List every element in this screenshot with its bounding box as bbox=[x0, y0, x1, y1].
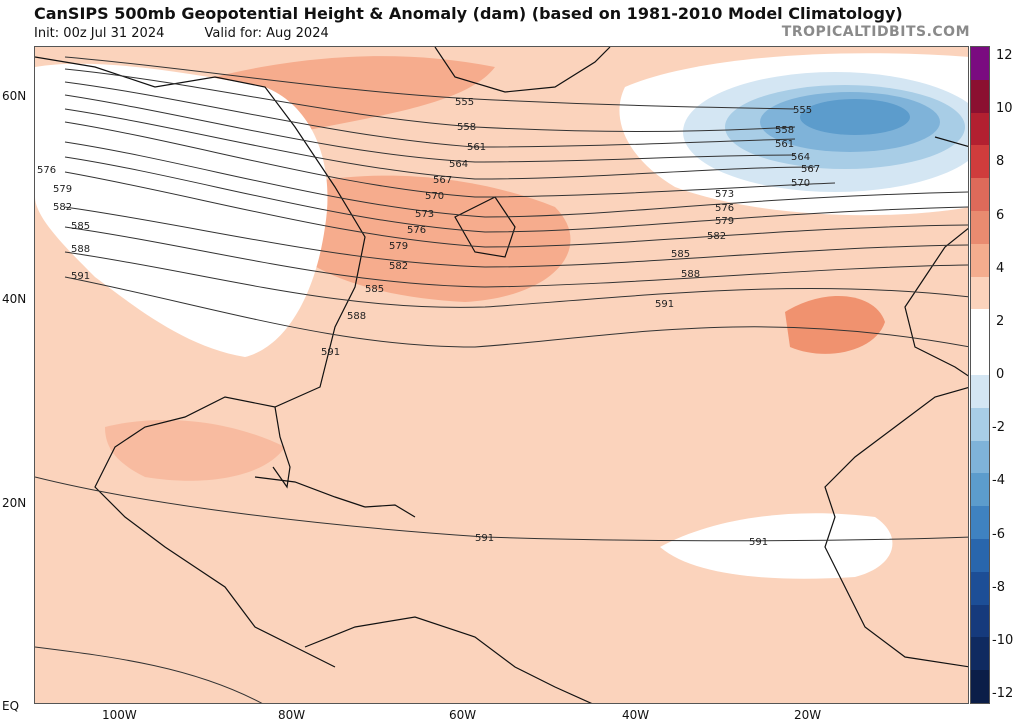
contour-label-588-west: 588 bbox=[71, 244, 90, 255]
colorbar-swatch bbox=[971, 604, 989, 638]
colorbar-swatch bbox=[971, 210, 989, 244]
colorbar-swatch bbox=[971, 178, 989, 211]
colorbar-tick-label: 12 bbox=[996, 48, 1013, 63]
coast-europe bbox=[904, 136, 968, 377]
colorbar-tick-label: 6 bbox=[996, 207, 1005, 223]
contour-label-576-west: 576 bbox=[37, 165, 56, 176]
lon-label-60w: 60W bbox=[449, 708, 477, 722]
colorbar-tick-label: 0 bbox=[996, 367, 1005, 382]
contour-label-576-east: 576 bbox=[715, 203, 734, 214]
contour-label-591-southeast: 591 bbox=[749, 537, 768, 548]
anomaly-neutral-east-atlantic bbox=[660, 513, 893, 579]
contour-label-582-west: 582 bbox=[53, 202, 72, 213]
anomaly-negative-4 bbox=[800, 99, 910, 135]
coast-south-america bbox=[304, 616, 593, 703]
contour-label-555-east: 555 bbox=[793, 105, 812, 116]
lat-label-60n: 60N bbox=[2, 89, 27, 103]
colorbar-swatch bbox=[971, 407, 989, 441]
contour-label-582-east: 582 bbox=[707, 231, 726, 242]
contour-label-573: 573 bbox=[415, 209, 434, 220]
map-panel: 555 555 558 558 561 561 564 564 567 567 … bbox=[34, 46, 969, 704]
colorbar-tick-label: -12 bbox=[992, 686, 1014, 701]
contour-label-582: 582 bbox=[389, 261, 408, 272]
contour-label-585: 585 bbox=[365, 284, 384, 295]
contour-label-567-east: 567 bbox=[801, 164, 820, 175]
contour-labels: 555 555 558 558 561 561 564 564 567 567 … bbox=[37, 97, 820, 548]
colorbar-swatch bbox=[971, 145, 989, 179]
coast-cuba bbox=[254, 476, 366, 508]
colorbar-swatch bbox=[971, 243, 989, 277]
contour-label-558: 558 bbox=[457, 122, 476, 133]
contour-label-573-east: 573 bbox=[715, 189, 734, 200]
colorbar-swatch bbox=[971, 79, 989, 113]
chart-subtitle: Init: 00z Jul 31 2024 Valid for: Aug 202… bbox=[34, 26, 365, 41]
colorbar-tick-label: 10 bbox=[996, 101, 1013, 117]
contour-label-579: 579 bbox=[389, 241, 408, 252]
colorbar-tick-label: -4 bbox=[992, 473, 1005, 489]
contour-label-591-west: 591 bbox=[71, 271, 90, 282]
contour-label-591-south: 591 bbox=[475, 533, 494, 544]
lon-label-20w: 20W bbox=[794, 708, 822, 722]
contour-label-570-east: 570 bbox=[791, 178, 810, 189]
anomaly-positive-core-east bbox=[785, 295, 885, 354]
contour-label-585-west: 585 bbox=[71, 221, 90, 232]
valid-time: Valid for: Aug 2024 bbox=[204, 26, 329, 41]
colorbar-swatch bbox=[971, 309, 989, 343]
contour-label-591-east: 591 bbox=[655, 299, 674, 310]
contour-label-570: 570 bbox=[425, 191, 444, 202]
colorbar-swatch bbox=[971, 47, 989, 80]
colorbar-tick-label: -2 bbox=[992, 420, 1005, 436]
anomaly-neutral-north-america bbox=[35, 63, 328, 358]
anomaly-colorbar bbox=[970, 46, 990, 704]
colorbar-swatch bbox=[971, 276, 989, 310]
colorbar-tick-label: 2 bbox=[996, 313, 1005, 329]
coast-hispaniola bbox=[364, 504, 416, 518]
colorbar-swatch bbox=[971, 571, 989, 605]
lat-label-eq: EQ bbox=[2, 699, 20, 713]
colorbar-tick-label: 4 bbox=[996, 260, 1005, 276]
colorbar-tick-label: -8 bbox=[992, 579, 1005, 595]
contour-label-585-east: 585 bbox=[671, 249, 690, 260]
contour-label-591: 591 bbox=[321, 347, 340, 358]
anomaly-positive-core-west-atlantic bbox=[255, 175, 571, 302]
colorbar-tick-label: -6 bbox=[992, 526, 1005, 542]
colorbar-tick-label: -10 bbox=[992, 632, 1014, 648]
contour-label-561: 561 bbox=[467, 142, 486, 153]
chart-title: CanSIPS 500mb Geopotential Height & Anom… bbox=[34, 4, 903, 23]
colorbar-swatch bbox=[971, 670, 989, 703]
contour-label-576: 576 bbox=[407, 225, 426, 236]
contour-label-555: 555 bbox=[455, 97, 474, 108]
height-contours bbox=[35, 56, 968, 703]
colorbar-tick-label: 8 bbox=[996, 154, 1005, 170]
colorbar-swatch bbox=[971, 637, 989, 671]
contour-label-588-east: 588 bbox=[681, 269, 700, 280]
map-canvas: 555 555 558 558 561 561 564 564 567 567 … bbox=[35, 47, 968, 703]
colorbar-swatch bbox=[971, 506, 989, 539]
coast-greenland bbox=[434, 47, 611, 93]
contour-label-567: 567 bbox=[433, 175, 452, 186]
contour-label-579-west: 579 bbox=[53, 184, 72, 195]
lat-label-40n: 40N bbox=[2, 292, 27, 306]
contour-label-588: 588 bbox=[347, 311, 366, 322]
contour-label-561-east: 561 bbox=[775, 139, 794, 150]
contour-label-579-east: 579 bbox=[715, 216, 734, 227]
contour-label-564-east: 564 bbox=[791, 152, 810, 163]
colorbar-swatch bbox=[971, 374, 989, 408]
lon-label-80w: 80W bbox=[278, 708, 306, 722]
colorbar-swatch bbox=[971, 112, 989, 146]
lon-label-100w: 100W bbox=[102, 708, 137, 722]
brand-watermark: TROPICALTIDBITS.COM bbox=[781, 24, 970, 40]
init-time: Init: 00z Jul 31 2024 bbox=[34, 26, 165, 41]
anomaly-positive-gulf bbox=[105, 419, 285, 481]
coast-africa bbox=[824, 386, 968, 668]
colorbar-swatch bbox=[971, 440, 989, 474]
colorbar-swatch bbox=[971, 473, 989, 507]
contour-label-558-east: 558 bbox=[775, 125, 794, 136]
lon-label-40w: 40W bbox=[622, 708, 650, 722]
lat-label-20n: 20N bbox=[2, 496, 27, 510]
coast-north-america bbox=[35, 56, 366, 668]
contour-label-564: 564 bbox=[449, 159, 468, 170]
colorbar-swatch bbox=[971, 538, 989, 572]
colorbar-swatch bbox=[971, 342, 989, 375]
